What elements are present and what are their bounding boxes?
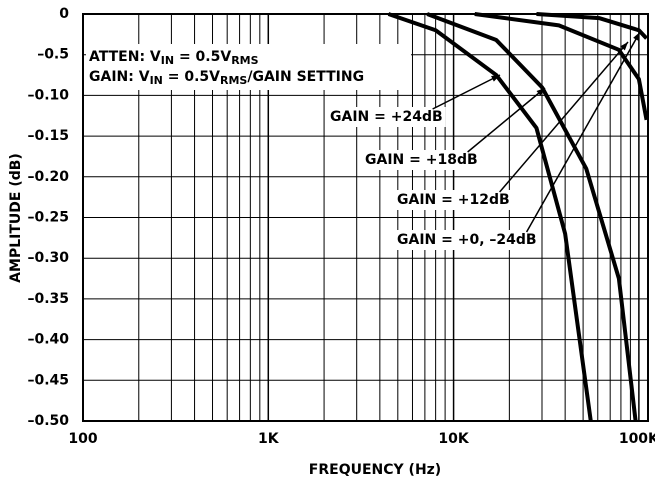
note-part: GAIN: V <box>89 69 150 85</box>
note-part: RMS <box>220 74 247 87</box>
y-tick-label: 0 <box>59 6 69 22</box>
note-part: IN <box>150 74 163 87</box>
y-tick-label: –0.50 <box>27 413 69 429</box>
curve <box>536 12 649 40</box>
note-part: RMS <box>231 54 258 67</box>
arrow-head <box>633 32 640 41</box>
note-part: = 0.5V <box>174 49 231 65</box>
x-axis-label: FREQUENCY (Hz) <box>309 462 441 478</box>
arrow-head <box>620 42 628 51</box>
x-tick-label: 1K <box>258 431 280 447</box>
arrow <box>432 74 501 110</box>
curve <box>426 12 638 422</box>
x-tick-label: 100K <box>619 431 655 447</box>
arrow-head <box>536 88 545 96</box>
note: ATTEN: VIN = 0.5VRMS <box>89 49 259 67</box>
note-part: /GAIN SETTING <box>247 69 364 85</box>
y-tick-label: –0.10 <box>27 87 69 103</box>
y-axis-label: AMPLITUDE (dB) <box>8 153 24 283</box>
x-tick-label: 10K <box>438 431 469 447</box>
arrow <box>467 87 546 153</box>
y-tick-label: –0.5 <box>37 47 69 63</box>
label-bg <box>362 150 481 170</box>
y-tick-label: –0.30 <box>27 250 69 266</box>
curve <box>474 12 649 121</box>
label-bg <box>394 190 513 210</box>
legend-label: GAIN = +0, –24dB <box>397 232 537 248</box>
arrow-head <box>491 75 500 82</box>
note-part: IN <box>161 54 174 67</box>
arrow <box>525 31 641 233</box>
legend-label: GAIN = +24dB <box>330 109 443 125</box>
note-part: = 0.5V <box>163 69 220 85</box>
note: GAIN: VIN = 0.5VRMS/GAIN SETTING <box>89 69 364 87</box>
plot-frame <box>82 13 649 422</box>
label-bg <box>327 107 446 127</box>
curve <box>387 12 593 422</box>
y-tick-label: –0.45 <box>27 372 69 388</box>
note-part: ATTEN: V <box>89 49 161 65</box>
note-box <box>86 44 411 90</box>
y-tick-label: –0.40 <box>27 332 69 348</box>
y-tick-label: –0.20 <box>27 169 69 185</box>
legend-label: GAIN = +18dB <box>365 152 478 168</box>
y-tick-label: –0.15 <box>27 128 69 144</box>
x-tick-label: 100 <box>68 431 97 447</box>
legend-label: GAIN = +12dB <box>397 192 510 208</box>
y-tick-label: –0.25 <box>27 210 69 226</box>
arrow <box>499 41 629 193</box>
y-tick-label: –0.35 <box>27 291 69 307</box>
label-bg <box>394 230 540 250</box>
